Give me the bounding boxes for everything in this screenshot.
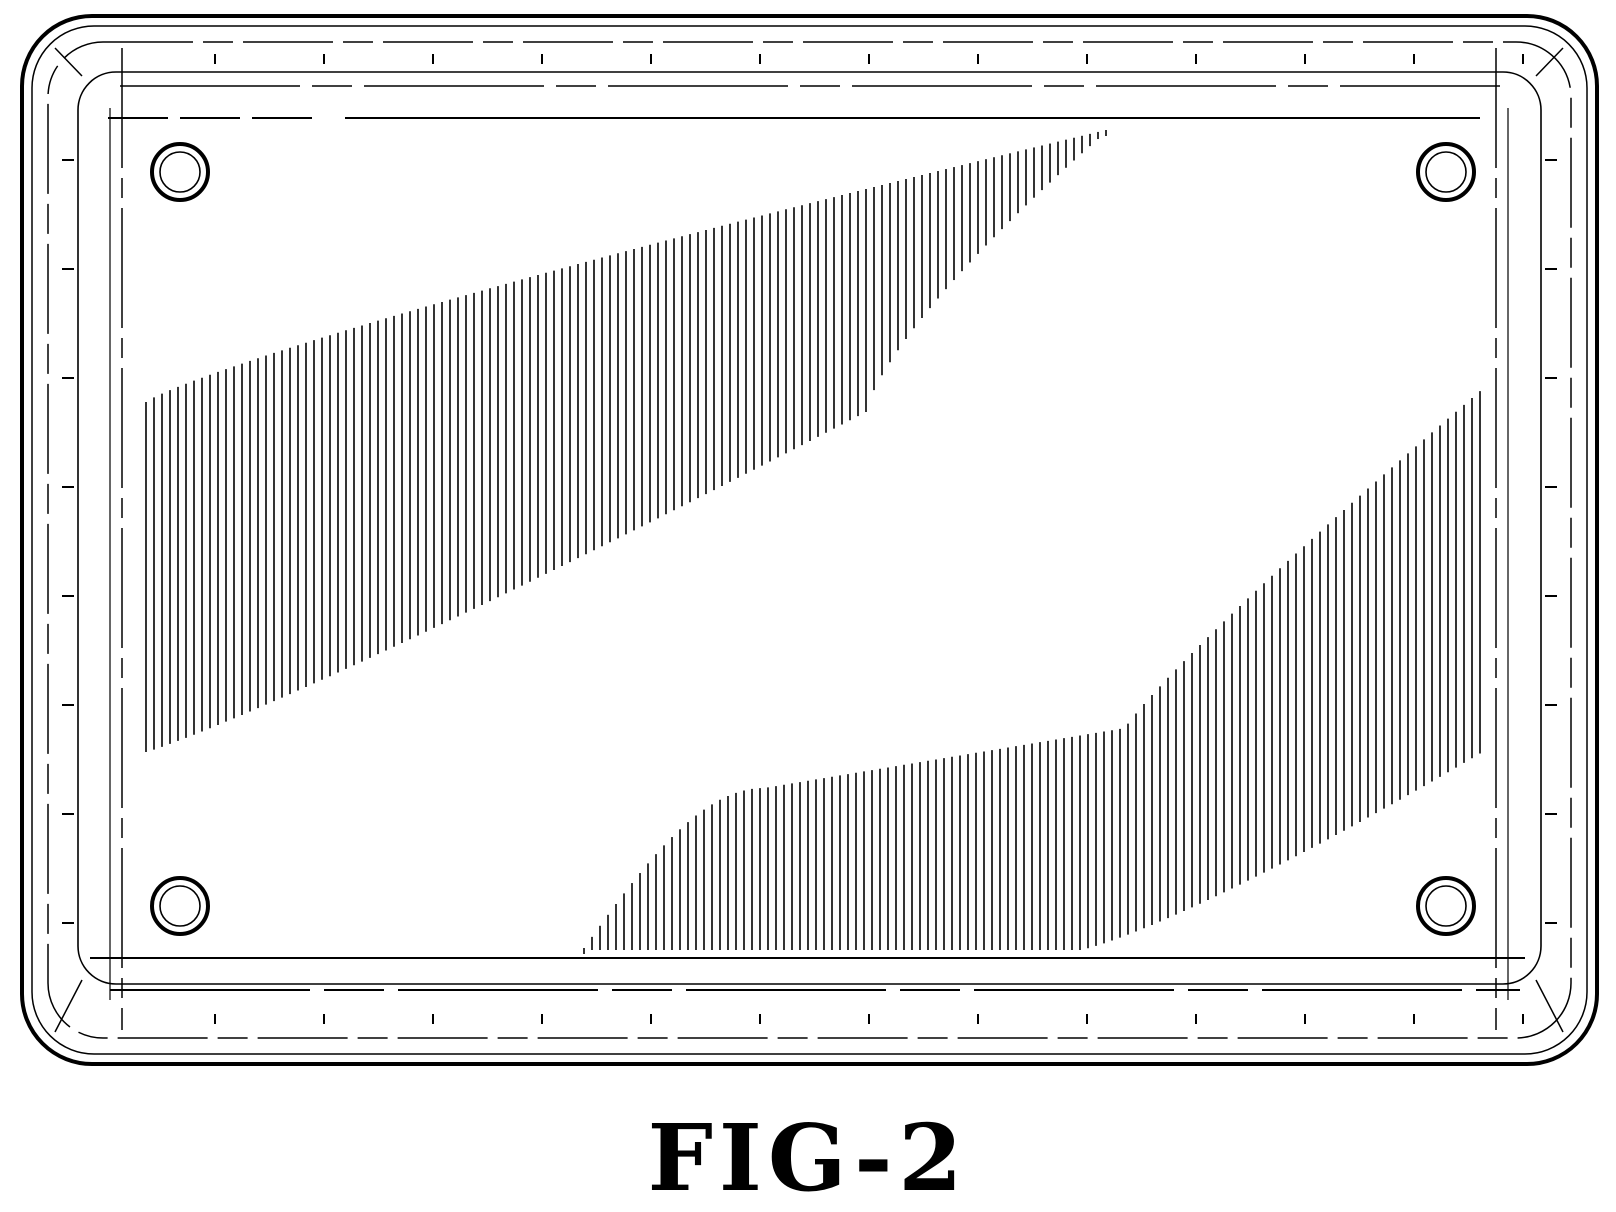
figure-caption: FIG-2 <box>0 1112 1616 1204</box>
mounting-holes <box>152 144 1474 934</box>
edge-tick-marks <box>62 54 1557 1024</box>
bezel-line <box>48 42 1571 1038</box>
upper-wave-shading <box>146 130 1106 752</box>
mounting-hole-bottom-left <box>152 878 208 934</box>
mounting-hole-top-left <box>152 144 208 200</box>
mounting-hole-top-right <box>1418 144 1474 200</box>
mounting-hole-bottom-right <box>1418 878 1474 934</box>
lower-wave-shading <box>584 391 1480 954</box>
